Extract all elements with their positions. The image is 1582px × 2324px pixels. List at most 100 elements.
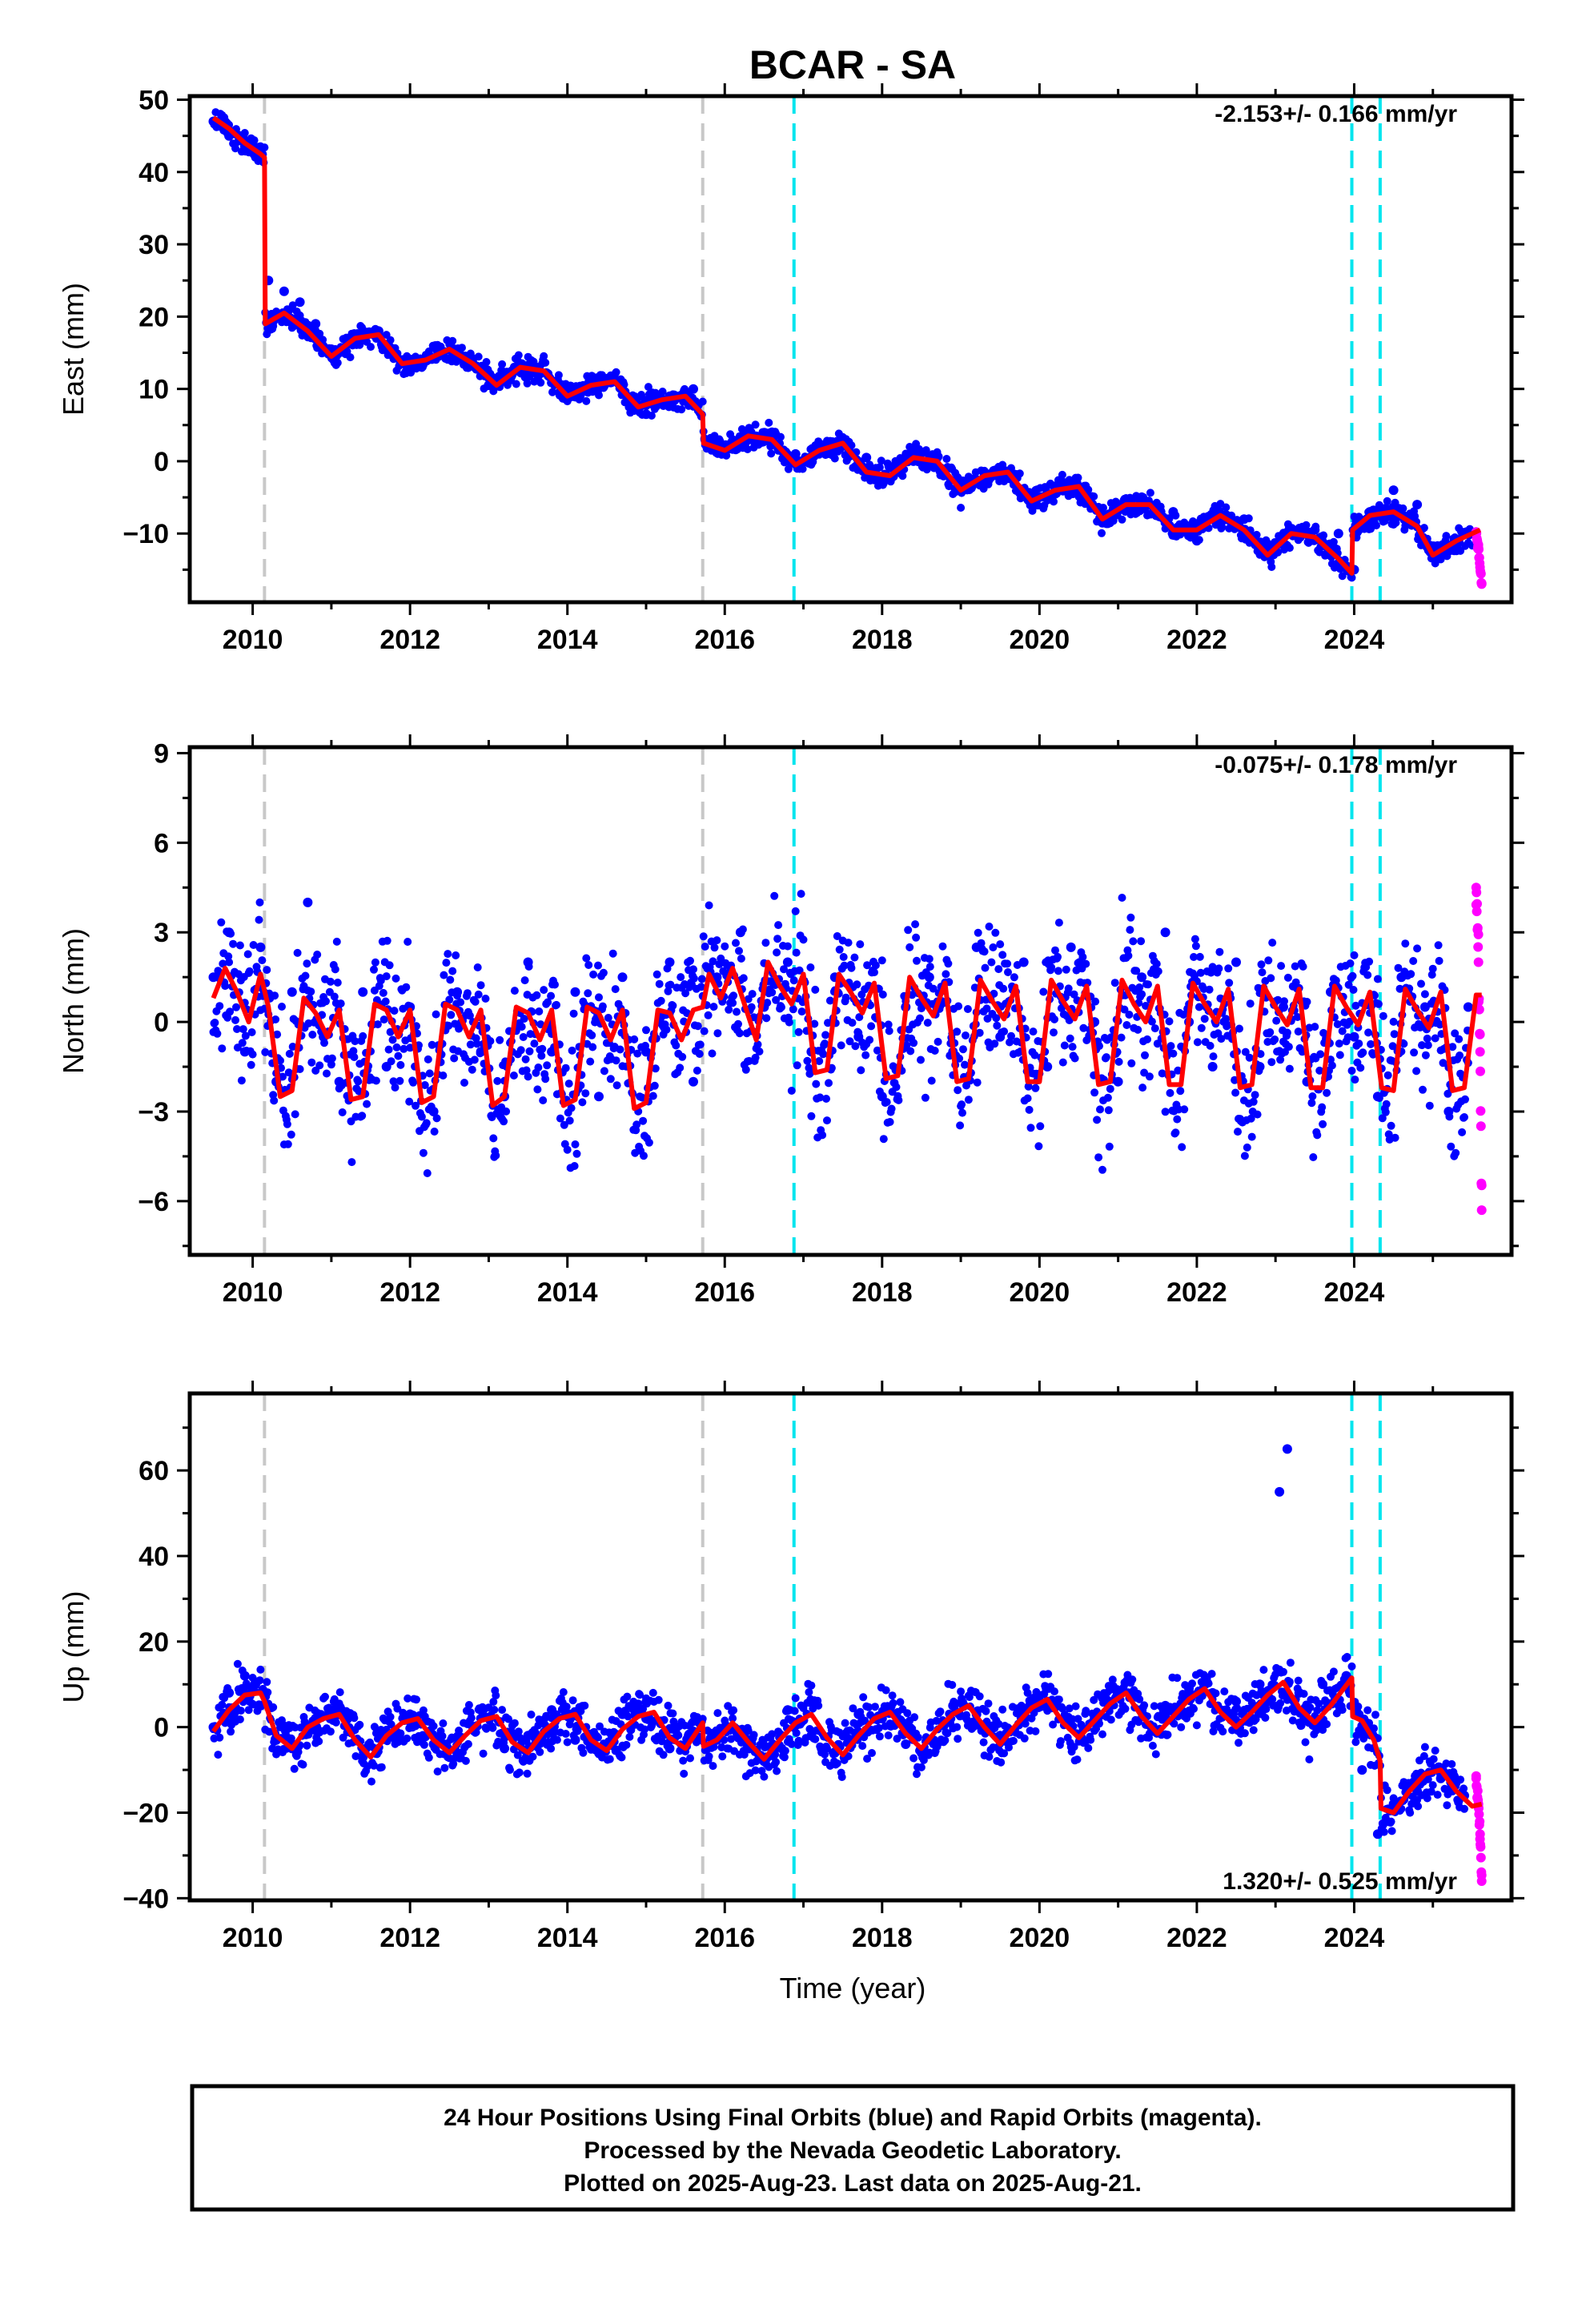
- final-point: [954, 1086, 962, 1095]
- final-point: [1323, 1720, 1331, 1728]
- final-point: [363, 1100, 371, 1108]
- rapid-point: [1472, 899, 1482, 909]
- final-point: [322, 997, 330, 1006]
- final-point: [845, 1037, 854, 1046]
- panel-north: 2010 2012 2014 2016 2018 2020 2022 2024−6−30369…: [57, 734, 1524, 1308]
- final-point: [539, 1096, 548, 1104]
- final-point: [219, 959, 227, 968]
- final-point: [235, 941, 244, 950]
- final-point: [1222, 503, 1231, 512]
- rapid-point: [1476, 579, 1487, 589]
- final-point: [1057, 1004, 1066, 1012]
- final-point: [492, 1151, 500, 1160]
- final-point: [255, 915, 263, 924]
- final-point: [888, 1691, 897, 1700]
- final-point: [791, 907, 800, 915]
- final-point: [840, 961, 849, 970]
- final-point: [923, 1019, 932, 1027]
- final-point: [1176, 1087, 1185, 1096]
- final-point: [239, 1025, 247, 1034]
- final-point: [388, 1035, 397, 1044]
- final-point: [1168, 507, 1178, 517]
- final-point: [355, 1720, 364, 1729]
- x-ticks-east: 2010 2012 2014 2016 2018 2020 2022 2024: [223, 83, 1435, 655]
- rate-annotation-east: -2.153+/- 0.166 mm/yr: [1215, 101, 1457, 127]
- final-point: [982, 1004, 991, 1013]
- final-point: [440, 971, 448, 979]
- y-tick-label: 0: [154, 1007, 169, 1038]
- final-point: [1078, 953, 1087, 961]
- final-point: [1086, 1735, 1095, 1744]
- final-point: [523, 1769, 532, 1778]
- final-point: [1420, 990, 1429, 999]
- final-point: [1272, 1016, 1281, 1025]
- final-point: [709, 1003, 718, 1011]
- x-tick-label: 2024: [1324, 625, 1385, 655]
- final-point: [447, 1011, 456, 1019]
- final-point: [1299, 963, 1307, 971]
- final-point: [1192, 1721, 1201, 1730]
- final-point: [1387, 1121, 1395, 1130]
- final-point: [440, 1763, 449, 1772]
- final-point: [1118, 894, 1126, 902]
- final-point: [452, 951, 460, 959]
- final-point: [904, 926, 913, 935]
- final-point: [1443, 1107, 1454, 1116]
- final-point: [689, 384, 698, 394]
- final-point: [240, 129, 249, 137]
- final-point: [773, 935, 782, 943]
- final-point: [315, 329, 324, 338]
- final-point: [979, 1738, 988, 1747]
- final-point: [797, 1007, 806, 1016]
- final-point: [506, 1766, 514, 1774]
- final-point: [439, 1719, 448, 1727]
- x-tick-label: 2012: [379, 625, 440, 655]
- final-point: [536, 378, 545, 387]
- final-point: [767, 449, 776, 458]
- final-point: [1373, 975, 1382, 983]
- final-point: [611, 985, 620, 994]
- final-point: [664, 1701, 673, 1710]
- final-point: [1452, 1148, 1460, 1157]
- final-point: [1215, 517, 1226, 528]
- final-point: [384, 1045, 393, 1054]
- final-point: [594, 1092, 604, 1102]
- final-point: [584, 989, 592, 998]
- final-point: [1283, 973, 1292, 982]
- final-point: [1171, 1128, 1180, 1137]
- final-point: [749, 1731, 758, 1739]
- final-point: [1215, 964, 1223, 973]
- final-point: [323, 1069, 331, 1078]
- final-point: [214, 1751, 223, 1759]
- final-point: [625, 1732, 634, 1741]
- final-point: [1070, 1054, 1079, 1063]
- final-point: [1205, 985, 1214, 994]
- final-point: [1125, 1011, 1134, 1019]
- final-point: [1243, 1143, 1251, 1152]
- final-point: [991, 928, 1000, 937]
- final-point: [748, 990, 757, 999]
- final-point: [856, 940, 865, 949]
- final-point: [1074, 473, 1082, 482]
- final-point: [249, 941, 258, 949]
- final-point: [896, 1698, 905, 1707]
- final-point: [405, 1097, 414, 1106]
- final-point: [291, 1110, 299, 1119]
- final-point: [1141, 1051, 1149, 1059]
- final-point: [789, 976, 798, 985]
- final-point: [1279, 1667, 1287, 1676]
- final-point: [773, 1767, 781, 1775]
- final-point: [1316, 1050, 1325, 1059]
- final-point: [1318, 1103, 1327, 1112]
- final-point: [582, 954, 591, 963]
- x-tick-label: 2016: [694, 1277, 755, 1308]
- final-point: [921, 1093, 930, 1102]
- final-point: [520, 976, 529, 985]
- final-point: [994, 965, 1003, 974]
- final-point: [1056, 1737, 1065, 1746]
- final-point: [568, 1696, 577, 1705]
- rate-annotation-north: -0.075+/- 0.178 mm/yr: [1215, 752, 1457, 778]
- final-point: [850, 953, 859, 962]
- final-point: [1062, 965, 1070, 974]
- final-point: [821, 1039, 829, 1048]
